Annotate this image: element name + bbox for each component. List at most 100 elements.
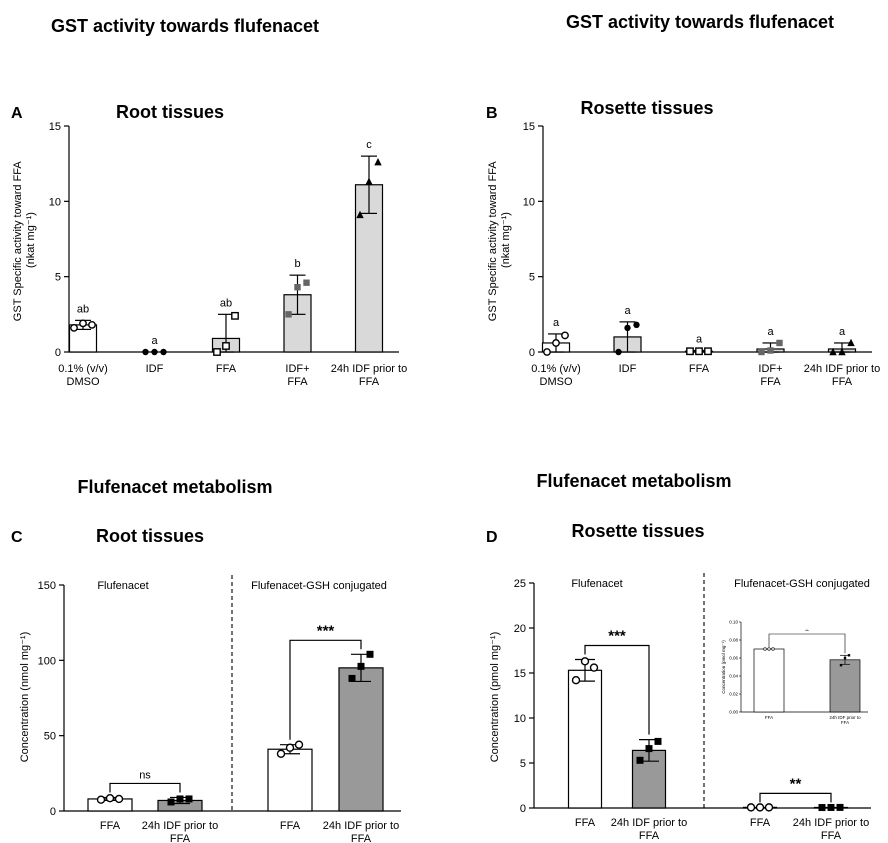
panel-c-category-1: 24h IDF prior to FFA [142,820,218,843]
panel-d-significance-0: *** [608,628,626,645]
panel-b-point-1-2 [633,321,640,329]
panel-a-letter-0: ab [77,303,89,315]
panel-c-category-0-line-1: FFA [100,820,121,832]
panel-b-ylabel: GST Specific activity toward FFA (nkat m… [487,159,512,321]
inset-point-1-2 [847,654,851,657]
inset-ytick-label-2: 0.04 [729,674,738,679]
panel-c-ytick-label-1: 50 [44,731,56,743]
panel-b: B Rosette tissues GST Specific activity … [486,98,880,388]
panel-b-letter-4: a [839,326,846,338]
panel-d-category-3-line-2: FFA [821,830,842,842]
inset-point-1-0 [839,664,843,667]
panel-d-point-1-1 [645,745,653,753]
panel-b-ylabel-line-2: (nkat mg⁻¹) [500,212,512,268]
panel-a-point-2-2 [231,311,239,320]
panel-d-bracket-1 [759,792,832,803]
inset-ytick-label-5: 0.10 [729,620,738,625]
panel-c: C Root tissues Concentration (nmol mg⁻¹)… [11,526,401,843]
panel-d-category-1-line-2: FFA [639,830,660,842]
panel-b-point-3-1 [767,347,774,354]
panel-b-category-3: IDF+ FFA [758,363,782,388]
panel-a-point-0-1 [79,319,87,328]
panel-a-letter-4: c [366,139,372,151]
panel-c-point-2-2 [294,740,304,749]
panel-a: A Root tissues GST Specific activity tow… [11,102,407,388]
panel-b-point-3-0 [758,348,765,356]
panel-b-category-4-line-1: 24h IDF prior to [804,363,880,375]
panel-a-category-3-line-1: IDF+ [285,363,309,375]
panel-letter-b: B [486,105,498,122]
panel-b-title: Rosette tissues [580,98,713,118]
panel-letter-c: C [11,529,23,546]
panel-b-category-1-line-1: IDF [619,363,637,375]
panel-c-point-1-1 [176,795,184,803]
panel-d-category-2-line-1: FFA [750,817,771,829]
panel-a-ylabel-line-2: (nkat mg⁻¹) [25,212,37,268]
panel-d-ytick-label-0: 0 [520,803,526,815]
panel-d-point-1-0 [636,756,644,764]
panel-b-category-3-line-2: FFA [760,376,781,388]
panel-b-letter-3: a [767,326,774,338]
panel-b-category-0: 0.1% (v/v) DMSO [531,363,581,388]
panel-a-point-3-2 [303,279,310,286]
panel-letter-d: D [486,529,498,546]
panel-a-category-1-line-1: IDF [146,363,164,375]
panel-c-significance-1: *** [317,622,335,639]
panel-c-significance-0: ns [139,769,151,781]
panel-d-inset: 0.00 0.02 0.04 0.06 0.08 0.10 Concentration (p… [721,620,868,725]
panel-c-point-3-2 [366,650,374,658]
panel-d-category-0-line-1: FFA [575,817,596,829]
panel-c-title: Root tissues [96,526,204,546]
inset-category-0: FFA [765,715,773,720]
panel-d-point-0-2 [589,663,599,672]
panel-d-point-0-1 [580,657,590,666]
panel-a-point-4-0 [356,210,364,219]
panel-a-category-0-line-1: 0.1% (v/v) [58,363,108,375]
panel-b-category-0-line-2: DMSO [540,376,573,388]
panel-a-letter-1: a [151,335,158,347]
panel-d-ytick-label-3: 15 [514,668,526,680]
panel-a-point-2-0 [213,348,221,356]
panel-d-bracket-0 [584,644,650,735]
panel-d-point-2-2 [764,803,774,812]
panel-a-category-4-line-1: 24h IDF prior to [331,363,407,375]
panel-a-point-3-0 [285,311,292,318]
panel-a-category-0-line-2: DMSO [67,376,100,388]
panel-c-ytick-label-3: 150 [38,580,56,592]
panel-b-point-0-0 [543,348,551,356]
panel-d-ytick-label-2: 10 [514,713,526,725]
panel-d: D Rosette tissues Concentration (pmol mg… [486,521,871,842]
panel-b-letter-0: a [553,317,560,329]
panel-b-ylabel-line-1: GST Specific activity toward FFA [487,161,499,322]
panel-c-point-0-1 [105,793,115,803]
panel-c-category-3-line-2: FFA [351,833,372,843]
panel-c-group-1: Flufenacet [97,580,148,592]
panel-a-point-1-2 [160,348,167,356]
inset-bar-1 [829,659,861,713]
panel-b-category-2-line-1: FFA [689,363,710,375]
panel-a-point-0-0 [70,323,78,332]
panel-a-category-4-line-2: FFA [359,376,380,388]
panel-a-letter-3: b [294,258,300,270]
panel-a-point-3-1 [294,284,301,291]
panel-b-category-0-line-1: 0.1% (v/v) [531,363,581,375]
panel-c-point-0-2 [114,794,124,804]
panel-b-point-2-1 [695,347,703,356]
panel-c-point-2-0 [276,749,286,758]
panel-a-ylabel: GST Specific activity toward FFA (nkat m… [12,159,37,321]
panel-c-ylabel: Concentration (nmol mg⁻¹) [19,632,31,763]
panel-b-point-2-0 [686,347,694,356]
panel-d-category-1-line-1: 24h IDF prior to [611,817,687,829]
inset-ytick-label-3: 0.06 [729,656,738,661]
inset-ytick-label-4: 0.08 [729,638,738,643]
panel-b-point-4-1 [838,347,846,356]
panel-c-point-1-2 [185,795,193,803]
figure-title-2: GST activity towards flufenacet [566,12,834,32]
panel-c-point-0-0 [96,795,106,804]
panel-d-point-3-1 [827,803,835,811]
panel-d-group-2: Flufenacet-GSH conjugated [734,578,870,590]
inset-category-0-line-1: FFA [765,715,773,720]
